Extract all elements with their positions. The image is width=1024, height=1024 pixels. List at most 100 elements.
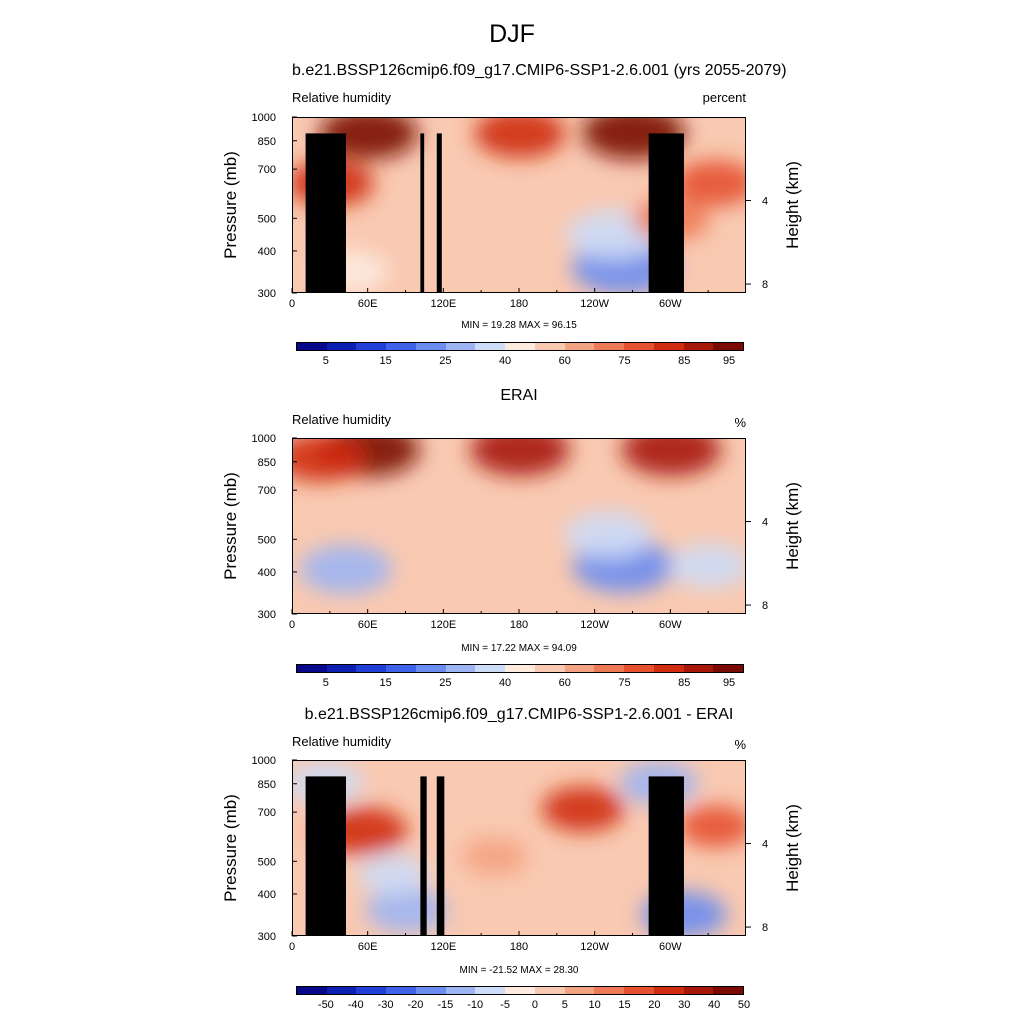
y-tick-label: 500 [258,856,276,868]
y-tick-label: 700 [258,485,276,497]
colorbar-swatch [683,987,714,994]
colorbar-label: 10 [589,999,601,1011]
y2-tick-label: 8 [762,922,768,934]
colorbar-swatch [326,665,357,672]
colorbar-swatch [505,665,535,672]
contour-feature-8 [461,837,528,876]
panel-2-title: ERAI [500,387,538,404]
y-tick-label: 300 [258,931,276,943]
x-tick-label: 120W [580,941,609,953]
y2-tick-label: 4 [762,196,768,208]
terrain-mask-4 [648,776,684,935]
y2-tick-label: 4 [762,839,768,851]
colorbar-swatch [534,343,565,350]
terrain-mask-1 [328,784,338,935]
colorbar-label: 60 [559,677,571,689]
colorbar-label: 15 [379,355,391,367]
x-tick-label: 60W [659,941,682,953]
x-tick-label: 120W [580,619,609,631]
terrain-mask-0 [305,133,346,292]
x-tick-label: 60E [358,298,378,310]
terrain-mask-2 [420,133,425,292]
colorbar-swatch [534,665,565,672]
colorbar-swatch [564,343,595,350]
panel-1-colorbar [296,342,744,351]
contour-feature-1 [564,510,653,559]
colorbar-label: 85 [678,677,690,689]
colorbar-swatch [564,987,595,994]
y-tick-label: 400 [258,246,276,258]
y-tick-label: 500 [258,534,276,546]
colorbar-swatch [386,665,416,672]
panel-1-minmax: MIN = 19.28 MAX = 96.15 [461,320,577,331]
y-tick-label: 850 [258,136,276,148]
x-tick-label: 180 [510,941,528,953]
y-tick-label: 1000 [252,755,276,767]
colorbar-label: -5 [500,999,510,1011]
contour-feature-5 [358,854,430,895]
colorbar-swatch [505,987,535,994]
panel-3-colorbar [296,986,744,995]
x-tick-label: 120W [580,298,609,310]
colorbar-swatch [713,665,744,672]
colorbar-label: 75 [618,677,630,689]
panel-2-plot-area [292,438,746,614]
x-tick-label: 0 [289,298,295,310]
colorbar-label: 75 [618,355,630,367]
colorbar-label: 30 [678,999,690,1011]
colorbar-swatch [356,343,387,350]
contour-feature-2 [299,544,393,595]
y-tick-label: 400 [258,567,276,579]
colorbar-label: 5 [323,355,329,367]
colorbar-swatch [624,665,654,672]
colorbar-swatch [356,665,387,672]
colorbar-swatch [624,343,654,350]
terrain-mask-0 [305,776,346,935]
y-tick-label: 300 [258,609,276,621]
colorbar-swatch [297,343,327,350]
colorbar-swatch [594,987,625,994]
y-axis-title: Pressure (mb) [221,472,240,580]
y-tick-label: 700 [258,164,276,176]
colorbar-label: 40 [499,355,511,367]
contour-feature-7 [673,160,745,207]
colorbar-label: 15 [618,999,630,1011]
colorbar-swatch [415,987,446,994]
contour-feature-5 [474,118,566,158]
contour-feature-3 [668,543,745,589]
contour-feature-3 [365,887,448,933]
colorbar-swatch [653,665,684,672]
colorbar-label: 0 [532,999,538,1011]
colorbar-label: 95 [723,677,735,689]
colorbar-label: -10 [467,999,483,1011]
panel-2-left-label: Relative humidity [292,412,391,427]
colorbar-swatch [683,343,714,350]
contour-feature-6 [621,439,722,476]
x-tick-label: 0 [289,941,295,953]
terrain-mask-1 [328,141,338,292]
contour-feature-1 [541,786,625,832]
panel-3-units-label: % [734,737,746,752]
panel-2-colorbar [296,664,744,673]
y-tick-label: 400 [258,889,276,901]
panel-2-units-label: % [734,415,746,430]
colorbar-label: 25 [439,355,451,367]
y-tick-label: 850 [258,457,276,469]
y2-tick-label: 8 [762,279,768,291]
x-tick-label: 60E [358,619,378,631]
y-tick-label: 850 [258,779,276,791]
y2-axis-title: Height (km) [783,161,802,249]
colorbar-swatch [326,343,357,350]
colorbar-label: 95 [723,355,735,367]
panel-1-units-label: percent [702,90,746,105]
colorbar-swatch [534,987,565,994]
panel-1-plot-area [292,117,746,293]
colorbar-label: -15 [437,999,453,1011]
colorbar-label: 5 [323,677,329,689]
figure-title: DJF [489,20,535,48]
panel-1-left-label: Relative humidity [292,90,391,105]
y-tick-label: 1000 [252,112,276,124]
colorbar-swatch [445,343,476,350]
terrain-mask-2 [420,776,427,935]
